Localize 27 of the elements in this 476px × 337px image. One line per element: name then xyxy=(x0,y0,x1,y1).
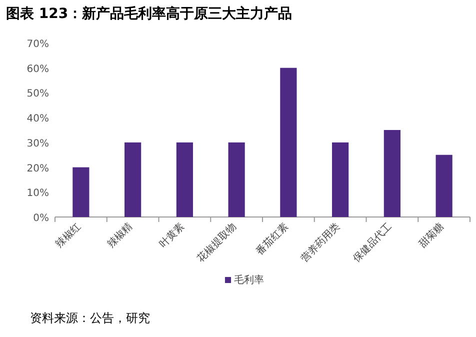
bar xyxy=(332,142,349,217)
y-tick-label: 20% xyxy=(26,163,49,174)
chart-title: 图表 123：新产品毛利率高于原三大主力产品 xyxy=(6,5,292,22)
bar xyxy=(72,167,90,217)
x-tick-label: 番茄红素 xyxy=(254,220,291,258)
bar xyxy=(384,130,400,217)
y-tick-label: 40% xyxy=(26,114,49,125)
x-tick-label: 花椒提取物 xyxy=(194,220,239,264)
y-tick-label: 70% xyxy=(26,39,49,50)
bar xyxy=(228,142,245,217)
legend-label: 毛利率 xyxy=(234,274,264,286)
x-tick-label: 营养药用类 xyxy=(298,220,342,264)
x-tick-label: 辣椒红 xyxy=(53,220,84,250)
x-tick-label: 辣椒精 xyxy=(105,220,135,250)
x-tick-label: 甜菊糖 xyxy=(416,220,446,250)
bar xyxy=(124,142,142,217)
y-tick-label: 50% xyxy=(26,88,49,100)
y-tick-label: 60% xyxy=(26,64,49,75)
x-tick-label: 叶黄素 xyxy=(157,220,187,250)
text: 资料来源：公告，研究 xyxy=(30,311,150,325)
y-tick-label: 10% xyxy=(26,188,49,200)
bar xyxy=(280,68,297,217)
bar xyxy=(436,154,452,217)
x-tick-label: 保健品代工 xyxy=(351,221,394,264)
bar xyxy=(176,142,193,217)
y-tick-label: 30% xyxy=(26,138,49,150)
y-tick-label: 0% xyxy=(33,213,49,224)
